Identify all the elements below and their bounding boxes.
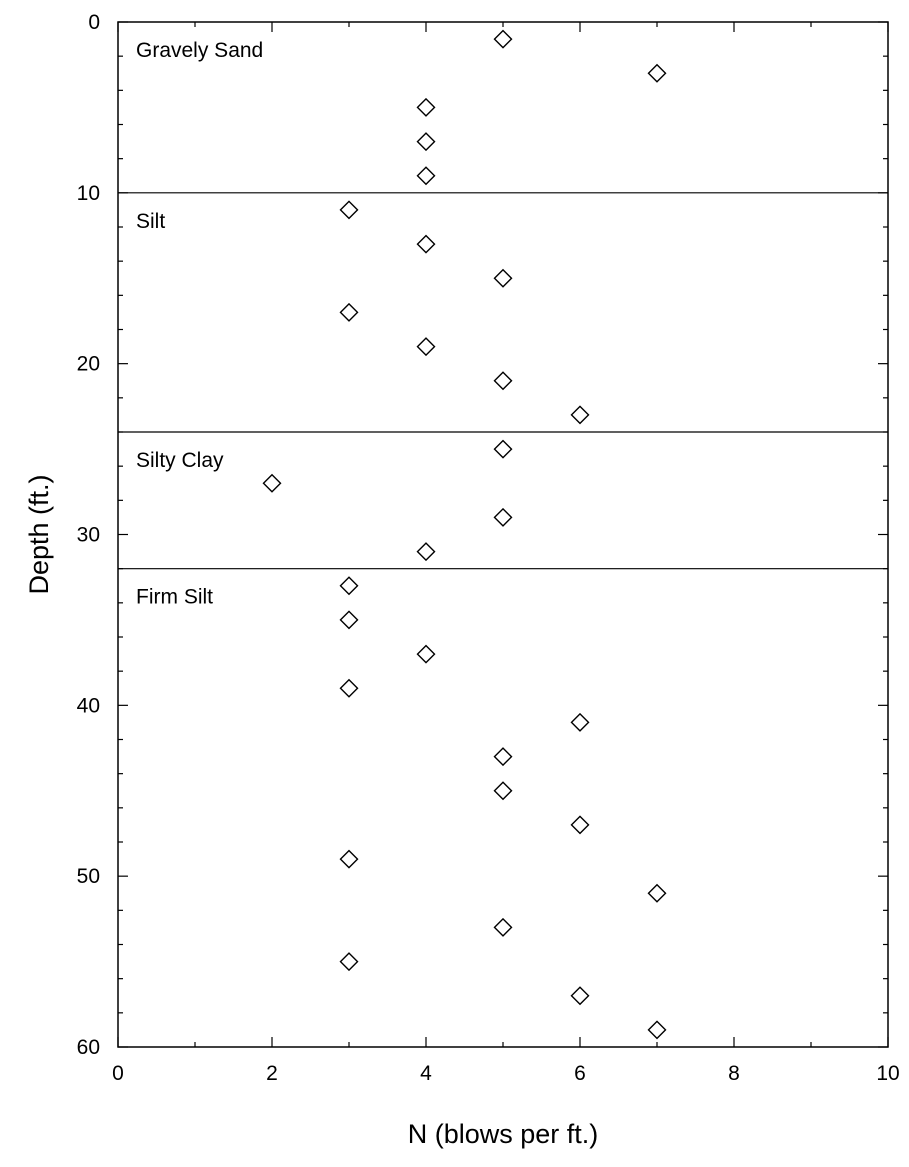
data-point	[493, 507, 513, 527]
data-point	[416, 337, 436, 357]
y-tick-label: 30	[77, 524, 100, 547]
y-tick-label: 60	[77, 1036, 100, 1059]
plot-frame	[117, 21, 889, 1048]
data-point	[647, 1020, 667, 1040]
data-point	[416, 97, 436, 117]
layer-labels: Gravely Sand Silt Silty Clay Firm Silt	[136, 39, 263, 609]
data-point	[493, 781, 513, 801]
x-tick-label: 10	[876, 1062, 899, 1085]
data-point	[647, 883, 667, 903]
y-tick-label: 10	[77, 182, 100, 205]
data-point	[339, 302, 359, 322]
data-point	[493, 439, 513, 459]
x-axis-title: N (blows per ft.)	[408, 1119, 599, 1149]
data-point	[570, 986, 590, 1006]
data-points	[262, 29, 667, 1040]
data-point	[416, 166, 436, 186]
data-point	[339, 200, 359, 220]
data-point	[570, 815, 590, 835]
data-point	[416, 132, 436, 152]
layer-label: Gravely Sand	[136, 39, 263, 62]
layer-label: Silty Clay	[136, 449, 224, 472]
axis-ticks	[117, 21, 889, 1048]
data-point	[416, 234, 436, 254]
x-tick-label: 6	[574, 1062, 586, 1085]
data-point	[339, 678, 359, 698]
x-tick-label: 2	[266, 1062, 278, 1085]
y-tick-label: 0	[88, 11, 100, 34]
x-tick-label: 4	[420, 1062, 432, 1085]
data-point	[339, 610, 359, 630]
y-axis-title: Depth (ft.)	[24, 474, 54, 594]
data-point	[339, 952, 359, 972]
data-point	[570, 405, 590, 425]
y-tick-label: 20	[77, 353, 100, 376]
x-tick-label: 0	[112, 1062, 124, 1085]
layer-label: Firm Silt	[136, 586, 213, 609]
data-point	[493, 917, 513, 937]
data-point	[647, 63, 667, 83]
data-point	[416, 644, 436, 664]
data-point	[570, 712, 590, 732]
data-point	[493, 268, 513, 288]
data-point	[416, 542, 436, 562]
data-point	[262, 473, 282, 493]
x-tick-label: 8	[728, 1062, 740, 1085]
data-point	[493, 747, 513, 767]
layer-boundaries	[118, 192, 888, 570]
tick-labels: 0 2 4 6 8 10 0 10 20 30 40 50 60	[77, 11, 900, 1085]
data-point	[493, 371, 513, 391]
layer-label: Silt	[136, 210, 165, 233]
y-tick-label: 40	[77, 694, 100, 717]
data-point	[493, 29, 513, 49]
data-point	[339, 849, 359, 869]
data-point	[339, 576, 359, 596]
y-tick-label: 50	[77, 865, 100, 888]
